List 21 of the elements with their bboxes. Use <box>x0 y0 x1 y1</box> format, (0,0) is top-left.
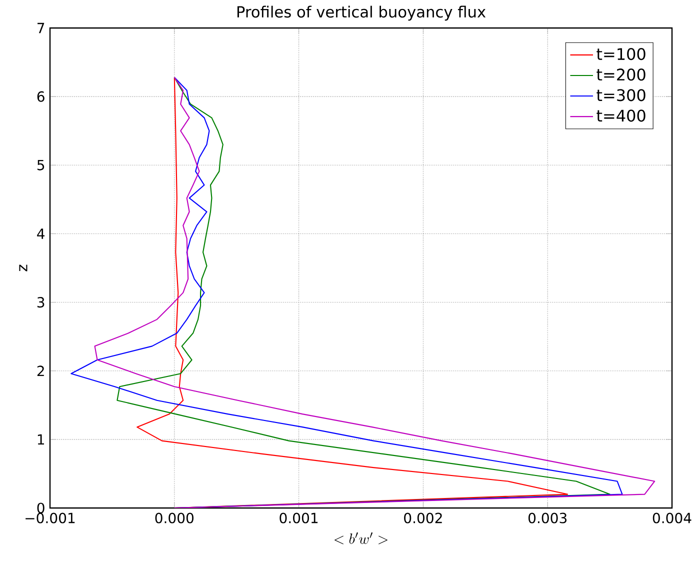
x-tick-label: 0.003 <box>528 512 567 524</box>
y-tick-label: 5 <box>37 160 44 170</box>
x-tick-label: 0.000 <box>155 512 194 524</box>
y-tick-label: 6 <box>37 91 44 102</box>
y-tick-label: 7 <box>38 22 44 34</box>
chart-title: Profiles of vertical buoyancy flux <box>237 6 486 21</box>
x-tick-label: −0.001 <box>26 512 75 524</box>
x-tick-label: 0.004 <box>652 512 692 524</box>
y-tick-label: 4 <box>37 228 44 239</box>
x-axis-title: $<b'w'>$ <box>334 532 388 544</box>
y-tick-label: 0 <box>37 502 44 514</box>
y-tick-label: 2 <box>37 366 44 376</box>
y-tick-label: 3 <box>37 296 44 308</box>
legend-label: t=100 <box>596 48 646 60</box>
x-tick-label: 0.001 <box>280 512 318 524</box>
x-tick-label: 0.002 <box>404 512 442 524</box>
legend-label: t=400 <box>596 110 646 122</box>
legend-label: t=300 <box>596 89 646 102</box>
y-tick-label: 1 <box>38 434 44 445</box>
y-axis-title: z <box>19 264 28 272</box>
legend-label: t=200 <box>596 68 646 81</box>
